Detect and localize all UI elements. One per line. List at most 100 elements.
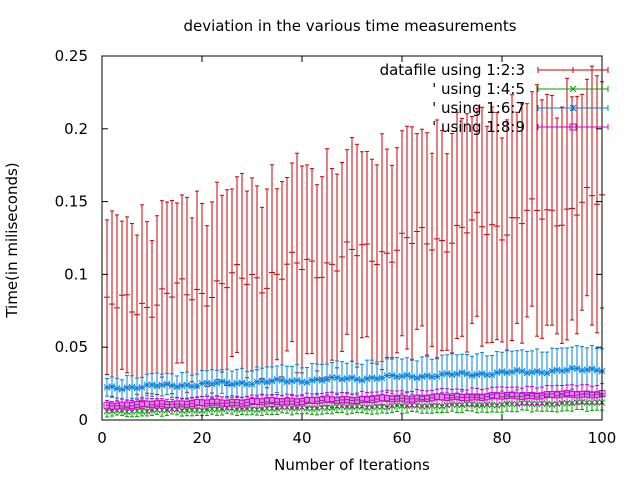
- point-marker: [453, 370, 461, 378]
- point-marker: [408, 395, 416, 403]
- point-marker: [343, 396, 351, 404]
- point-marker: [579, 199, 585, 206]
- point-marker: [344, 239, 350, 246]
- point-marker: [194, 286, 200, 293]
- point-marker: [453, 393, 461, 401]
- point-marker: [118, 401, 126, 409]
- point-marker: [563, 399, 571, 407]
- y-tick-label: 0.05: [55, 338, 88, 356]
- point-marker: [458, 369, 466, 376]
- point-marker: [324, 259, 330, 266]
- point-marker: [284, 261, 290, 268]
- point-marker: [108, 402, 116, 410]
- point-marker: [329, 261, 335, 268]
- point-marker: [173, 383, 181, 391]
- point-marker: [368, 396, 376, 404]
- point-marker: [403, 395, 411, 403]
- point-marker: [218, 378, 226, 385]
- point-marker: [429, 246, 435, 253]
- point-marker: [159, 285, 165, 292]
- point-marker: [168, 401, 176, 409]
- point-marker: [353, 376, 361, 383]
- x-tick-label: 0: [97, 429, 107, 447]
- point-marker: [454, 222, 460, 229]
- legend-label-4: ' using 1:8:9: [432, 118, 525, 136]
- point-marker: [343, 375, 351, 382]
- point-marker: [153, 400, 161, 408]
- point-marker: [183, 400, 191, 408]
- point-marker: [573, 391, 581, 399]
- point-marker: [208, 380, 216, 388]
- point-marker: [263, 397, 271, 405]
- point-marker: [538, 392, 546, 400]
- point-marker: [258, 398, 266, 406]
- point-marker: [228, 399, 236, 407]
- point-marker: [589, 192, 595, 199]
- point-marker: [553, 391, 561, 399]
- plot-area: [103, 65, 606, 418]
- point-marker: [158, 400, 166, 408]
- point-marker: [184, 291, 190, 298]
- point-marker: [418, 403, 426, 410]
- point-marker: [294, 259, 300, 266]
- legend-label-3: ' using 1:6:7: [432, 99, 525, 117]
- point-marker: [313, 397, 321, 405]
- point-marker: [144, 304, 150, 311]
- point-marker: [333, 396, 341, 404]
- point-marker: [438, 402, 446, 410]
- point-marker: [199, 290, 205, 297]
- point-marker: [428, 394, 436, 402]
- point-marker: [169, 294, 175, 301]
- point-marker: [473, 393, 481, 401]
- point-marker: [238, 399, 246, 407]
- point-marker: [183, 381, 191, 389]
- point-marker: [253, 398, 261, 406]
- point-marker: [554, 222, 560, 229]
- chart-title: deviation in the various time measuremen…: [183, 17, 516, 35]
- point-marker: [113, 402, 121, 410]
- point-marker: [223, 379, 231, 387]
- point-marker: [548, 367, 556, 375]
- point-marker: [168, 382, 176, 389]
- point-marker: [570, 67, 576, 73]
- point-marker: [223, 399, 231, 407]
- point-marker: [418, 394, 426, 402]
- point-marker: [533, 392, 541, 400]
- series-4: [103, 383, 606, 412]
- point-marker: [298, 398, 306, 406]
- point-marker: [128, 383, 136, 391]
- y-tick-label: 0: [78, 411, 88, 429]
- point-marker: [239, 275, 245, 282]
- point-marker: [339, 253, 345, 260]
- point-marker: [218, 399, 226, 407]
- point-marker: [248, 397, 256, 405]
- point-marker: [293, 398, 301, 406]
- point-marker: [319, 274, 325, 281]
- x-tick-label: 100: [588, 429, 617, 447]
- point-marker: [364, 241, 370, 248]
- point-marker: [374, 261, 380, 268]
- point-marker: [128, 401, 136, 409]
- point-marker: [483, 393, 491, 401]
- point-marker: [463, 394, 471, 402]
- point-marker: [259, 289, 265, 296]
- point-marker: [529, 195, 535, 202]
- x-tick-label: 20: [192, 429, 211, 447]
- point-marker: [569, 85, 577, 93]
- point-marker: [213, 398, 221, 406]
- point-marker: [154, 302, 160, 309]
- point-marker: [163, 380, 171, 388]
- x-tick-label: 40: [292, 429, 311, 447]
- point-marker: [393, 394, 401, 402]
- x-tick-label: 80: [492, 429, 511, 447]
- point-marker: [334, 267, 340, 274]
- point-marker: [569, 123, 577, 131]
- point-marker: [524, 207, 530, 214]
- point-marker: [503, 391, 511, 399]
- point-marker: [534, 207, 540, 214]
- x-axis-label: Number of Iterations: [274, 456, 430, 474]
- point-marker: [158, 381, 166, 389]
- point-marker: [473, 371, 481, 378]
- legend-label-1: datafile using 1:2:3: [380, 61, 525, 79]
